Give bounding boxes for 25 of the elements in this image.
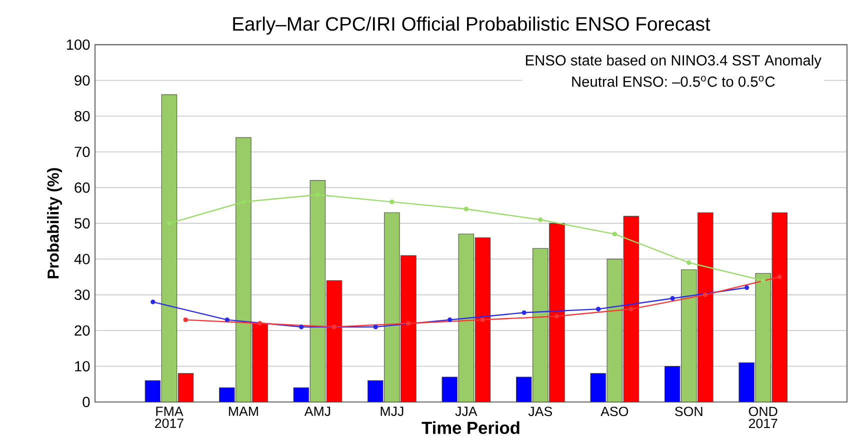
x-axis-title: Time Period — [422, 421, 520, 434]
y-tick-label: 70 — [74, 146, 90, 158]
y-tick-label: 0 — [82, 396, 90, 408]
y-tick-label: 50 — [74, 218, 90, 229]
x-tick-label: SON — [675, 406, 702, 416]
y-tick-label: 100 — [66, 39, 90, 50]
chart-title: Early–Mar CPC/IRI Official Probabilistic ENSO Forecast — [233, 16, 710, 35]
y-axis-title: Probability (%) — [47, 168, 62, 278]
annotation: Neutral ENSO: –0.5$^{o}$C to 0.5$^{o}$C — [572, 76, 775, 87]
y-tick-label: 30 — [74, 290, 90, 300]
y-tick-label: 80 — [74, 110, 90, 122]
y-tick-label: 60 — [74, 182, 90, 193]
x-tick-label: JJA — [455, 406, 478, 416]
y-tick-label: 20 — [74, 325, 90, 336]
x-tick-label: FMA 2017 — [155, 406, 184, 428]
x-tick-label: MJJ — [380, 406, 404, 416]
y-tick-label: 40 — [74, 254, 90, 264]
x-tick-label: MAM — [229, 406, 258, 416]
x-tick-label: OND 2017 — [748, 406, 778, 428]
x-tick-label: AMJ — [304, 406, 330, 416]
annotation: ENSO state based on NINO3.4 SST Anomaly — [526, 54, 822, 68]
x-tick-label: ASO — [600, 406, 628, 416]
y-tick-label: 90 — [74, 75, 90, 86]
x-tick-label: JAS — [528, 406, 552, 416]
y-tick-label: 10 — [75, 361, 90, 372]
